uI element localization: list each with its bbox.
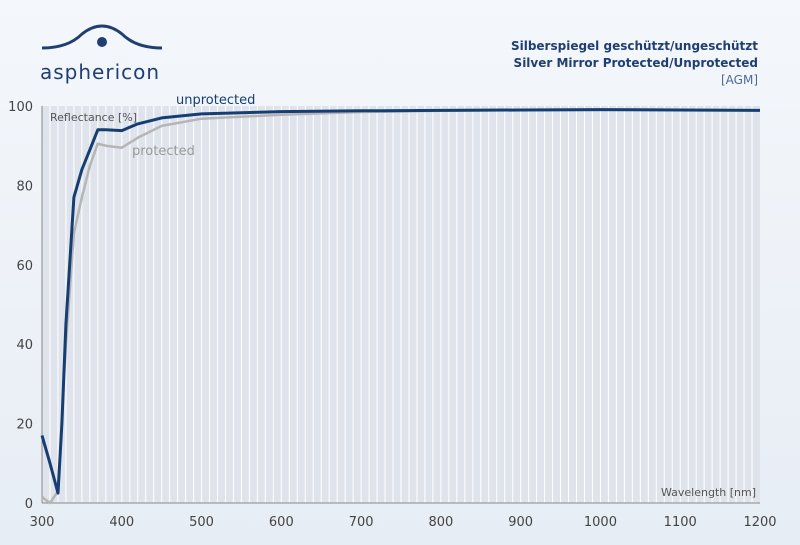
- x-tick-label: 400: [109, 515, 134, 530]
- eye-arc-logo-icon: [41, 24, 163, 50]
- y-tick-label: 60: [16, 259, 33, 274]
- product-code: [AGM]: [720, 73, 758, 87]
- series-label-unprotected: unprotected: [176, 93, 255, 108]
- x-tick-label: 1100: [664, 515, 697, 530]
- y-tick-label: 40: [16, 338, 33, 353]
- y-tick-label: 100: [8, 100, 33, 115]
- x-tick-labels: 300 400 500 600 700 800 900 1000 1100 1200: [30, 515, 777, 530]
- x-tick-label: 500: [189, 515, 214, 530]
- x-tick-label: 1200: [743, 515, 776, 530]
- series-label-protected: protected: [132, 144, 195, 159]
- series-lines: [40, 108, 761, 505]
- x-tick-label: 900: [508, 515, 533, 530]
- y-tick-label: 0: [25, 497, 33, 512]
- series-line-unprotected: [40, 108, 761, 495]
- y-tick-labels: 0 20 40 60 80 100: [8, 100, 33, 512]
- x-tick-label: 300: [30, 515, 55, 530]
- y-tick-label: 20: [16, 418, 33, 433]
- y-axis-label: Reflectance [%]: [50, 111, 137, 124]
- y-tick-label: 80: [16, 179, 33, 194]
- x-tick-label: 800: [428, 515, 453, 530]
- grid-lines: [41, 106, 760, 504]
- brand-name: asphericon: [40, 60, 161, 84]
- x-tick-label: 1000: [584, 515, 617, 530]
- x-tick-label: 700: [349, 515, 374, 530]
- x-tick-label: 600: [269, 515, 294, 530]
- title-german: Silberspiegel geschützt/ungeschützt: [510, 39, 758, 53]
- title-english: Silver Mirror Protected/Unprotected: [513, 56, 758, 70]
- chart-header: Silberspiegel geschützt/ungeschützt Silv…: [511, 38, 758, 89]
- x-axis-label: Wavelength [nm]: [661, 486, 756, 499]
